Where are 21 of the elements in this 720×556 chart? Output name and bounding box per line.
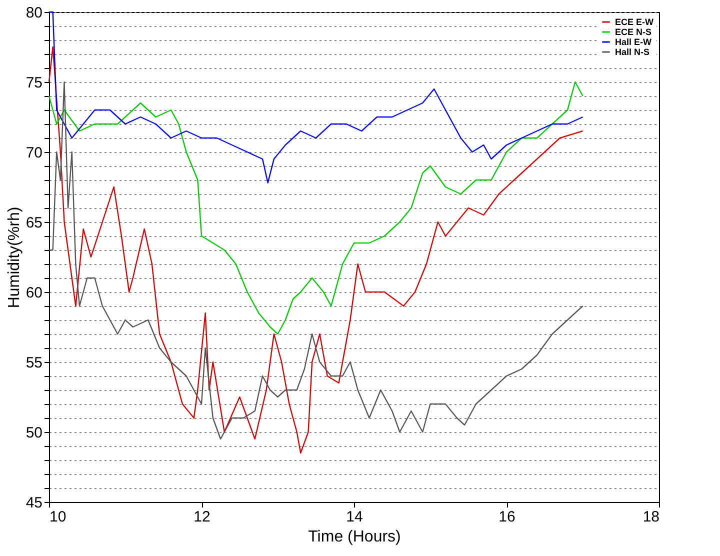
- y-axis-title: Humidity(%rh): [6, 206, 23, 308]
- x-tick-label: 18: [642, 508, 660, 526]
- line-series: [48, 11, 584, 184]
- x-axis-title: Time (Hours): [308, 528, 401, 546]
- legend-label: ECE E-W: [615, 17, 654, 27]
- legend-label: ECE N-S: [615, 27, 652, 37]
- legend-label: Hall N-S: [615, 47, 650, 57]
- y-tick-label: 70: [26, 144, 42, 162]
- y-tick-label: 65: [26, 214, 42, 232]
- line-series: [48, 81, 584, 335]
- x-tick-label: 16: [498, 508, 516, 526]
- x-tick-label: 10: [50, 508, 66, 526]
- x-tick-label: 14: [346, 508, 363, 526]
- x-tick-label: 12: [194, 508, 210, 526]
- y-tick-label: 55: [26, 354, 42, 372]
- y-tick-label: 50: [26, 424, 42, 442]
- y-tick-label: 45: [26, 494, 42, 512]
- y-tick-label: 75: [26, 74, 42, 92]
- y-tick-label: 60: [26, 284, 42, 302]
- legend-label: Hall E-W: [615, 37, 652, 47]
- y-tick-label: 80: [26, 4, 42, 22]
